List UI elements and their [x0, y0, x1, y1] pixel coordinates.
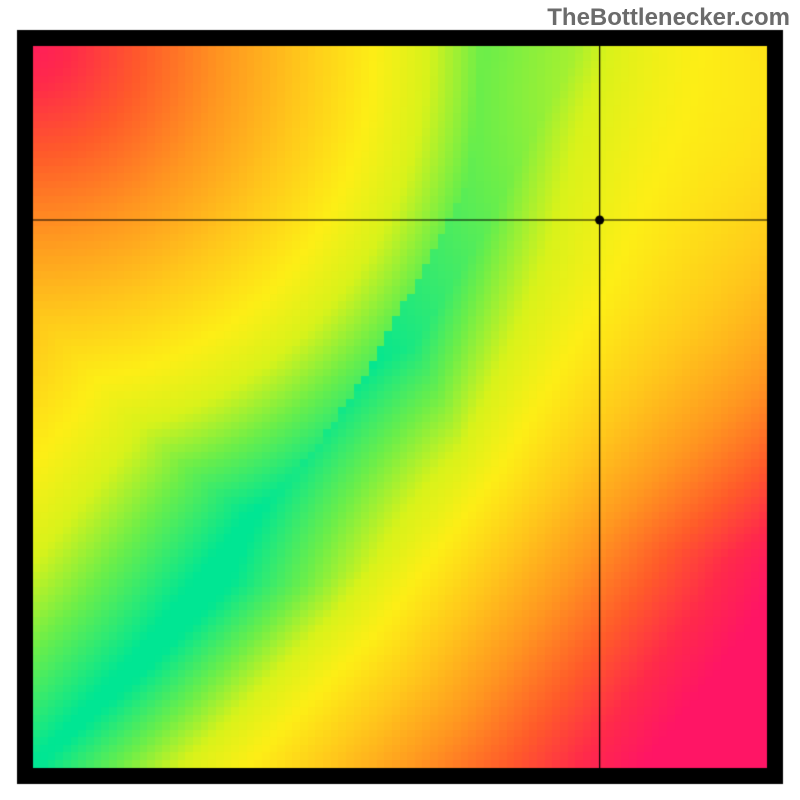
attribution-label: TheBottlenecker.com	[547, 4, 790, 32]
bottleneck-heatmap	[0, 0, 800, 800]
